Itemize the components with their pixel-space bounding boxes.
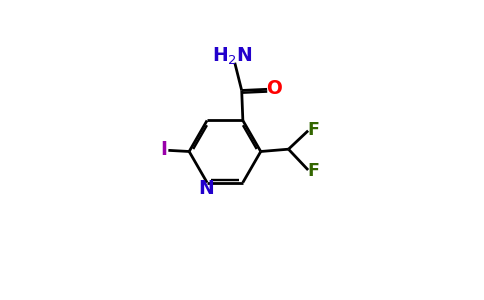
Text: N: N (199, 179, 214, 199)
Text: F: F (307, 121, 319, 139)
Text: F: F (307, 162, 319, 180)
Text: I: I (160, 140, 167, 159)
Text: H$_2$N: H$_2$N (212, 46, 253, 67)
Text: O: O (266, 79, 282, 98)
